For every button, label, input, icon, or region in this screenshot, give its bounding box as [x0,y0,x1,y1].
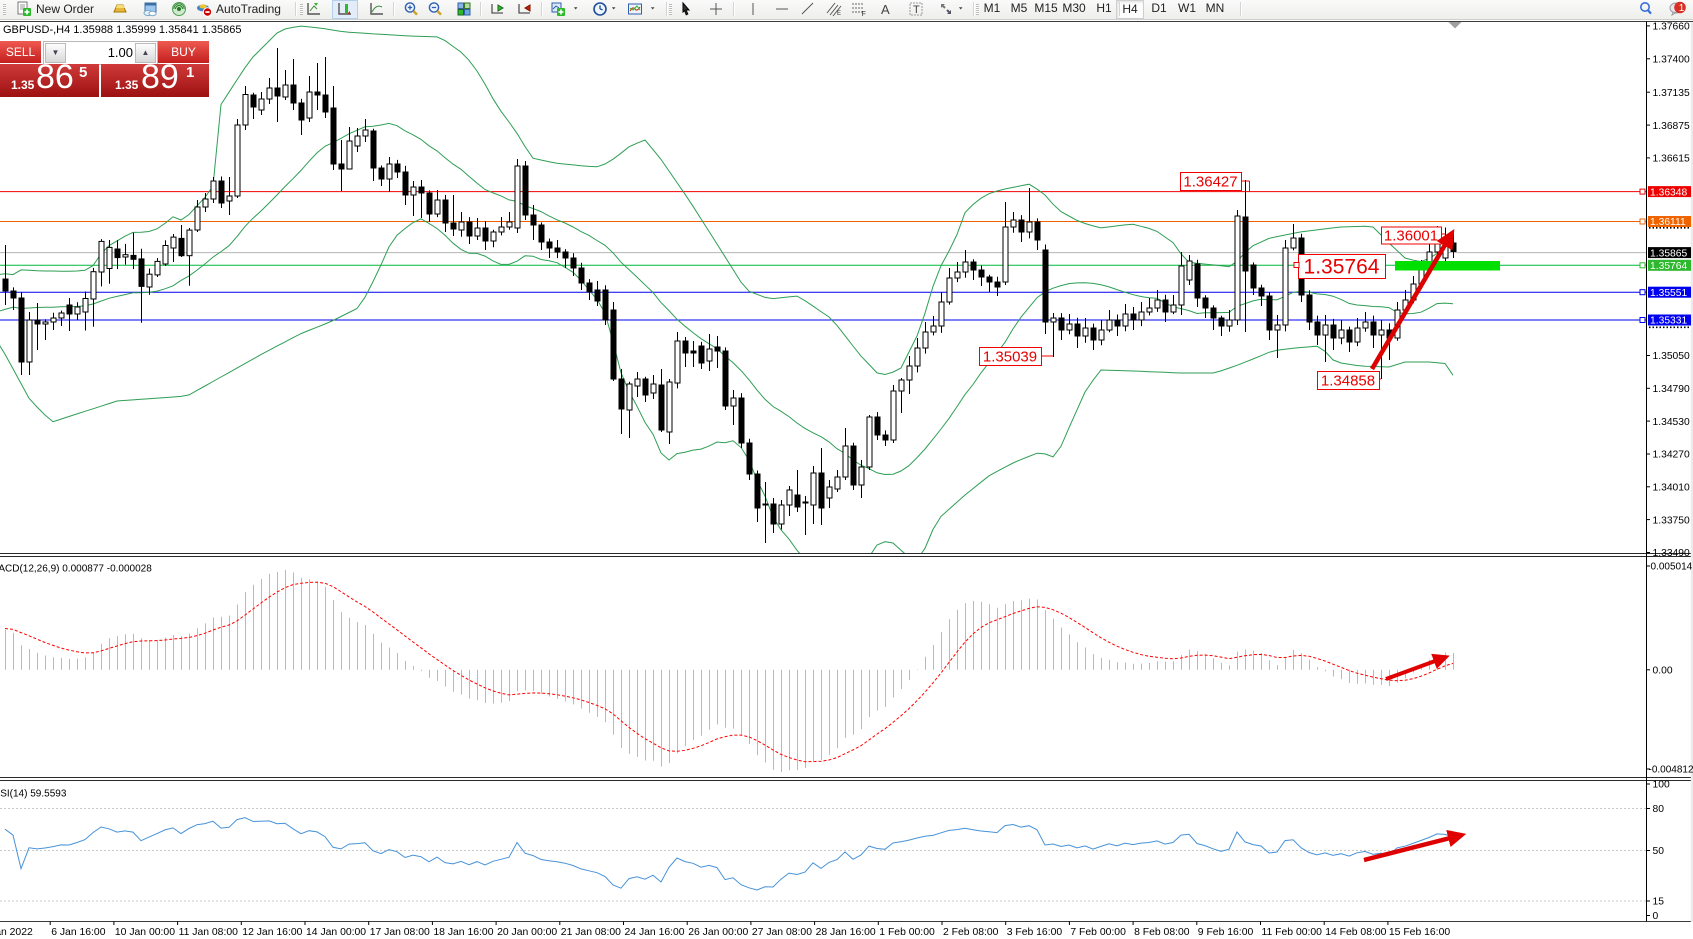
svg-text:E: E [837,11,841,17]
svg-text:50: 50 [1653,846,1665,857]
svg-text:1.37660: 1.37660 [1653,22,1690,33]
svg-text:15 Feb 16:00: 15 Feb 16:00 [1389,927,1450,938]
svg-text:1.35865: 1.35865 [1650,248,1687,259]
svg-text:18 Jan 16:00: 18 Jan 16:00 [433,927,493,938]
svg-text:0.00: 0.00 [1653,666,1673,677]
svg-text:1.36615: 1.36615 [1653,154,1690,165]
svg-text:1.34858: 1.34858 [1321,372,1375,389]
svg-text:GBPUSD-,H4 1.35988 1.35999 1.: GBPUSD-,H4 1.35988 1.35999 1.35841 1.358… [3,24,242,36]
svg-text:21 Jan 08:00: 21 Jan 08:00 [561,927,621,938]
svg-text:80: 80 [1653,804,1665,815]
svg-text:F: F [862,11,866,17]
svg-text:2 Feb 08:00: 2 Feb 08:00 [943,927,999,938]
svg-text:A: A [881,2,890,17]
svg-text:1 Feb 00:00: 1 Feb 00:00 [879,927,935,938]
svg-text:-0.004812: -0.004812 [1649,765,1693,776]
svg-text:1.35551: 1.35551 [1650,288,1687,299]
svg-text:1.35764: 1.35764 [1304,256,1380,279]
svg-text:1.36875: 1.36875 [1653,121,1690,132]
svg-text:1.35764: 1.35764 [1650,261,1687,272]
svg-text:0: 0 [1653,911,1659,922]
svg-text:14 Feb 08:00: 14 Feb 08:00 [1325,927,1386,938]
svg-text:14 Jan 00:00: 14 Jan 00:00 [306,927,366,938]
svg-text:1.33490: 1.33490 [1653,548,1690,559]
svg-text:1.36001: 1.36001 [1384,227,1438,244]
svg-text:9 Feb 16:00: 9 Feb 16:00 [1198,927,1254,938]
svg-text:1.35331: 1.35331 [1650,316,1687,327]
svg-text:12 Jan 16:00: 12 Jan 16:00 [242,927,302,938]
svg-text:1.35039: 1.35039 [983,348,1037,365]
svg-text:1: 1 [1679,3,1685,14]
svg-text:8 Feb 08:00: 8 Feb 08:00 [1134,927,1190,938]
svg-text:17 Jan 08:00: 17 Jan 08:00 [370,927,430,938]
svg-text:11 Jan 08:00: 11 Jan 08:00 [179,927,239,938]
svg-text:T: T [913,4,920,16]
svg-text:0.005014: 0.005014 [1651,562,1693,573]
svg-text:1.37135: 1.37135 [1653,88,1690,99]
svg-text:1.35050: 1.35050 [1653,351,1690,362]
svg-text:10 Jan 00:00: 10 Jan 00:00 [115,927,175,938]
svg-text:6 Jan 16:00: 6 Jan 16:00 [51,927,106,938]
svg-text:1.34270: 1.34270 [1653,450,1690,461]
svg-text:1.34010: 1.34010 [1653,483,1690,494]
svg-text:1.36427: 1.36427 [1183,173,1237,190]
svg-text:RSI(14) 59.5593: RSI(14) 59.5593 [0,789,67,800]
svg-text:100: 100 [1653,780,1670,791]
svg-text:15: 15 [1653,897,1665,908]
svg-text:7 Feb 00:00: 7 Feb 00:00 [1070,927,1126,938]
svg-text:28 Jan 16:00: 28 Jan 16:00 [816,927,876,938]
svg-text:24 Jan 16:00: 24 Jan 16:00 [625,927,685,938]
svg-text:3 Feb 16:00: 3 Feb 16:00 [1007,927,1063,938]
svg-text:1.34530: 1.34530 [1653,417,1690,428]
svg-text:20 Jan 00:00: 20 Jan 00:00 [497,927,557,938]
svg-text:27 Jan 08:00: 27 Jan 08:00 [752,927,812,938]
svg-text:11 Feb 00:00: 11 Feb 00:00 [1262,927,1323,938]
svg-text:MACD(12,26,9) 0.000877 -0.0000: MACD(12,26,9) 0.000877 -0.000028 [0,564,152,575]
svg-text:1.36111: 1.36111 [1650,217,1686,228]
svg-text:26 Jan 00:00: 26 Jan 00:00 [688,927,748,938]
svg-text:1.33750: 1.33750 [1653,515,1690,526]
svg-text:1.34790: 1.34790 [1653,384,1690,395]
svg-text:Jan 2022: Jan 2022 [0,927,33,938]
svg-text:1.36348: 1.36348 [1650,187,1687,198]
svg-text:1.37400: 1.37400 [1653,55,1690,66]
